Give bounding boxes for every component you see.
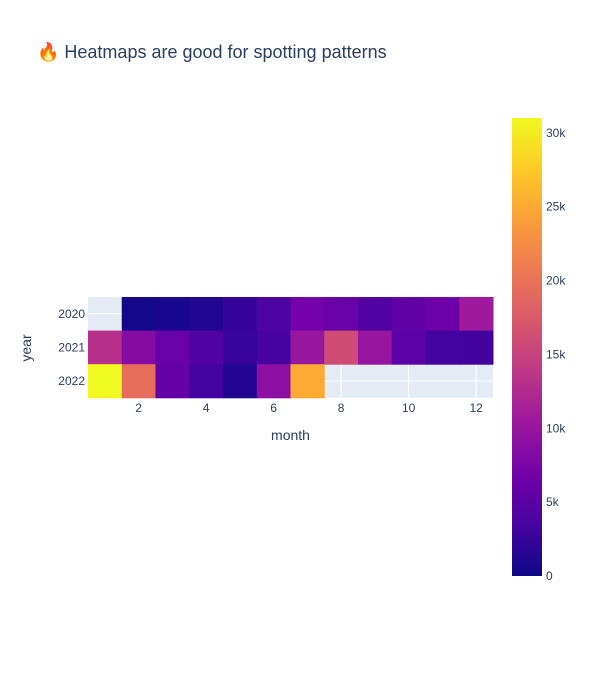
heatmap-cell xyxy=(88,364,123,399)
x-axis: 2 4 6 8 10 12 xyxy=(135,401,483,415)
heatmap-cell xyxy=(425,297,460,332)
heatmap-cell xyxy=(290,297,325,332)
heatmap-cell xyxy=(256,364,291,399)
heatmap-cell xyxy=(155,364,190,399)
x-tick-label: 8 xyxy=(338,401,345,415)
heatmap-cell xyxy=(155,297,190,332)
colorbar-tick-label: 15k xyxy=(546,347,566,361)
y-tick-label: 2021 xyxy=(58,340,85,354)
colorbar-tick-label: 5k xyxy=(546,495,560,509)
x-tick-label: 4 xyxy=(203,401,210,415)
heatmap-cell xyxy=(223,364,258,399)
heatmap-cell xyxy=(425,330,460,365)
colorbar-tick-label: 25k xyxy=(546,200,566,214)
x-tick-label: 12 xyxy=(469,401,483,415)
colorbar xyxy=(512,118,542,576)
x-tick-label: 6 xyxy=(270,401,277,415)
plot-area xyxy=(88,297,494,399)
colorbar-ticks: 0 5k 10k 15k 20k 25k 30k xyxy=(546,126,566,583)
heatmap-cell xyxy=(189,330,224,365)
heatmap-cell xyxy=(324,330,359,365)
heatmap-cell xyxy=(121,364,156,399)
x-tick-label: 10 xyxy=(402,401,416,415)
y-axis-title: year xyxy=(18,334,34,362)
heatmap-cell xyxy=(391,330,426,365)
heatmap-cell xyxy=(391,297,426,332)
heatmap-cell xyxy=(459,330,494,365)
colorbar-tick-label: 10k xyxy=(546,421,566,435)
y-axis: 2020 2021 2022 xyxy=(58,307,85,388)
heatmap-cell xyxy=(88,330,123,365)
heatmap-cell xyxy=(189,364,224,399)
x-axis-title: month xyxy=(271,427,310,443)
heatmap-cell xyxy=(358,297,393,332)
heatmap-cell xyxy=(256,330,291,365)
colorbar-tick-label: 20k xyxy=(546,274,566,288)
heatmap-cell xyxy=(223,330,258,365)
heatmap-cell xyxy=(223,297,258,332)
chart-title: 🔥 Heatmaps are good for spotting pattern… xyxy=(37,41,387,62)
heatmap-cell xyxy=(189,297,224,332)
heatmap-cell xyxy=(459,297,494,332)
heatmap-cell xyxy=(121,297,156,332)
heatmap-cell xyxy=(324,297,359,332)
heatmap-cell xyxy=(256,297,291,332)
colorbar-tick-label: 30k xyxy=(546,126,566,140)
x-tick-label: 2 xyxy=(135,401,142,415)
heatmap-cell xyxy=(121,330,156,365)
heatmap-cell xyxy=(155,330,190,365)
colorbar-tick-label: 0 xyxy=(546,569,553,583)
heatmap-cell xyxy=(358,330,393,365)
y-tick-label: 2022 xyxy=(58,374,85,388)
y-tick-label: 2020 xyxy=(58,307,85,321)
heatmap-cell xyxy=(290,364,325,399)
heatmap-cell xyxy=(290,330,325,365)
